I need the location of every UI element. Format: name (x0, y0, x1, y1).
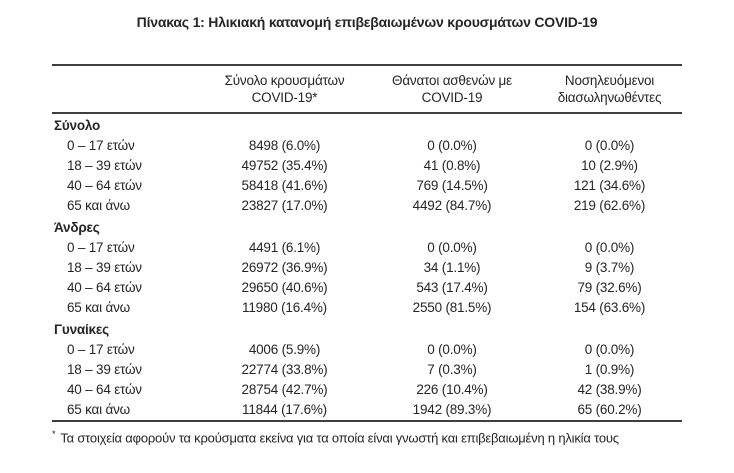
age-cell: 65 και άνω (67, 402, 131, 417)
age-cell: 0 – 17 ετών (67, 240, 135, 255)
table-row: 18 – 39 ετών 22774 (33.8%) 7 (0.3%) 1 (0.9%… (52, 360, 682, 380)
table-row: 65 και άνω 11980 (16.4%) 2550 (81.5%) 154 (… (52, 298, 682, 318)
age-cell: 0 – 17 ετών (67, 342, 135, 357)
table-row: 40 – 64 ετών 58418 (41.6%) 769 (14.5%) 121 … (52, 176, 682, 196)
deaths-cell: 0 (0.0%) (427, 342, 477, 357)
column-header-intubated: Νοσηλευόμενοι διασωληνωθέντες (557, 73, 662, 105)
intubated-cell: 65 (60.2%) (577, 402, 642, 417)
header-row: Σύνολο κρουσμάτων COVID-19* Θάνατοι ασθε… (52, 65, 682, 113)
table-row: 40 – 64 ετών 29650 (40.6%) 543 (17.4%) 79 (… (52, 278, 682, 298)
cases-cell: 11980 (16.4%) (242, 300, 327, 315)
intubated-cell: 10 (2.9%) (581, 158, 638, 173)
cases-cell: 28754 (42.7%) (241, 382, 328, 397)
intubated-cell: 1 (0.9%) (584, 362, 635, 377)
age-cell: 18 – 39 ετών (67, 362, 142, 377)
footnote-text: Τα στοιχεία αφορούν τα κρούσματα εκείνα … (60, 430, 619, 446)
age-cell: 40 – 64 ετών (67, 280, 142, 295)
intubated-cell: 0 (0.0%) (584, 342, 635, 357)
deaths-cell: 4492 (84.7%) (412, 198, 492, 213)
deaths-cell: 2550 (81.5%) (412, 300, 492, 315)
age-cell: 18 – 39 ετών (67, 158, 142, 173)
section-header-row: Άνδρες (52, 216, 682, 238)
table-title: Πίνακας 1: Ηλικιακή κατανομή επιβεβαιωμέ… (136, 14, 598, 30)
footnote-asterisk: * (52, 429, 56, 439)
section-header-row: Γυναίκες (52, 318, 682, 340)
section-header-row: Σύνολο (52, 113, 682, 136)
covid-age-table: Σύνολο κρουσμάτων COVID-19* Θάνατοι ασθε… (52, 64, 682, 422)
cases-cell: 23827 (17.0%) (241, 198, 328, 213)
table-header: Σύνολο κρουσμάτων COVID-19* Θάνατοι ασθε… (52, 65, 682, 113)
deaths-cell: 34 (1.1%) (423, 260, 481, 275)
column-header-deaths: Θάνατοι ασθενών με COVID-19 (392, 73, 512, 105)
column-header-empty (52, 65, 202, 113)
cases-cell: 29650 (40.6%) (241, 280, 328, 295)
deaths-cell: 41 (0.8%) (423, 158, 481, 173)
intubated-cell: 219 (62.6%) (573, 198, 646, 213)
section-label: Γυναίκες (54, 322, 109, 337)
intubated-cell: 121 (34.6%) (573, 178, 646, 193)
cases-cell: 4006 (5.9%) (248, 342, 321, 357)
column-header-total-cases: Σύνολο κρουσμάτων COVID-19* (224, 73, 345, 105)
cases-cell: 49752 (35.4%) (241, 158, 328, 173)
table-row: 0 – 17 ετών 4006 (5.9%) 0 (0.0%) 0 (0.0%) (52, 340, 682, 360)
table-row: 18 – 39 ετών 49752 (35.4%) 41 (0.8%) 10 (2.… (52, 156, 682, 176)
cases-cell: 8498 (6.0%) (248, 138, 321, 153)
table-row: 0 – 17 ετών 8498 (6.0%) 0 (0.0%) 0 (0.0%) (52, 136, 682, 156)
cases-cell: 4491 (6.1%) (248, 240, 321, 255)
deaths-cell: 226 (10.4%) (416, 382, 488, 397)
intubated-cell: 42 (38.9%) (577, 382, 642, 397)
deaths-cell: 7 (0.3%) (427, 362, 477, 377)
deaths-cell: 0 (0.0%) (427, 138, 477, 153)
table-row: 65 και άνω 11844 (17.6%) 1942 (89.3%) 65 (6… (52, 400, 682, 421)
intubated-cell: 0 (0.0%) (584, 240, 635, 255)
table-row: 40 – 64 ετών 28754 (42.7%) 226 (10.4%) 42 (… (52, 380, 682, 400)
table-row: 0 – 17 ετών 4491 (6.1%) 0 (0.0%) 0 (0.0%) (52, 238, 682, 258)
age-cell: 18 – 39 ετών (67, 260, 142, 275)
intubated-cell: 9 (3.7%) (584, 260, 635, 275)
footnote: * Τα στοιχεία αφορούν τα κρούσματα εκείνα… (52, 426, 682, 446)
cases-cell: 58418 (41.6%) (241, 178, 328, 193)
table-body: Σύνολο 0 – 17 ετών 8498 (6.0%) 0 (0.0%) 0 (0… (52, 113, 682, 421)
cases-cell: 11844 (17.6%) (242, 402, 327, 417)
age-cell: 40 – 64 ετών (67, 178, 142, 193)
intubated-cell: 79 (32.6%) (577, 280, 642, 295)
deaths-cell: 0 (0.0%) (427, 240, 477, 255)
cases-cell: 22774 (33.8%) (241, 362, 328, 377)
intubated-cell: 154 (63.6%) (573, 300, 646, 315)
section-label: Σύνολο (54, 118, 101, 133)
deaths-cell: 543 (17.4%) (416, 280, 488, 295)
age-cell: 65 και άνω (67, 198, 131, 213)
age-cell: 0 – 17 ετών (67, 138, 135, 153)
intubated-cell: 0 (0.0%) (584, 138, 635, 153)
age-cell: 40 – 64 ετών (67, 382, 142, 397)
table-row: 65 και άνω 23827 (17.0%) 4492 (84.7%) 219 (… (52, 196, 682, 216)
age-cell: 65 και άνω (67, 300, 131, 315)
cases-cell: 26972 (36.9%) (241, 260, 328, 275)
table-row: 18 – 39 ετών 26972 (36.9%) 34 (1.1%) 9 (3.7… (52, 258, 682, 278)
section-label: Άνδρες (54, 220, 100, 235)
deaths-cell: 769 (14.5%) (416, 178, 488, 193)
deaths-cell: 1942 (89.3%) (412, 402, 492, 417)
